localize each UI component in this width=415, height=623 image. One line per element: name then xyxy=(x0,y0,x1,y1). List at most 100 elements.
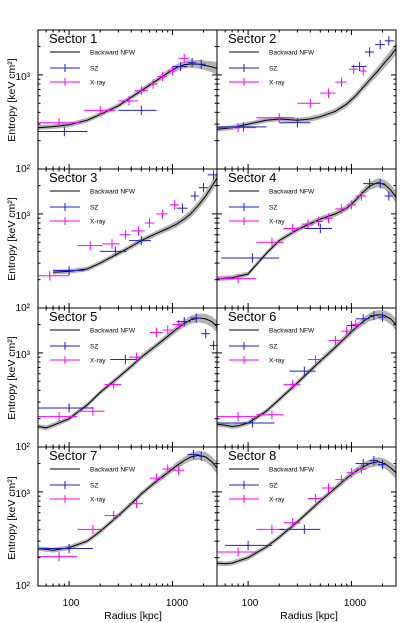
sz-point xyxy=(364,47,374,57)
xray-point xyxy=(256,410,284,420)
xray-point xyxy=(178,53,190,63)
xray-point xyxy=(256,524,284,534)
sz-point xyxy=(377,312,387,322)
xray-point xyxy=(217,123,257,133)
xray-point xyxy=(323,213,333,223)
sz-point xyxy=(187,58,197,68)
panel-frame xyxy=(216,446,397,587)
xray-point xyxy=(84,105,116,115)
sz-point xyxy=(38,403,93,413)
legend-xray-label: X-ray xyxy=(90,80,106,87)
model-line xyxy=(217,314,396,428)
xray-point xyxy=(355,464,367,474)
model-line xyxy=(217,182,396,280)
y-axis-title-row-4: Entropy [keV cm²] xyxy=(6,476,18,560)
model-line xyxy=(38,63,217,129)
model-line xyxy=(53,177,217,273)
legend-model-label: Backward NFW xyxy=(90,467,136,474)
sz-point xyxy=(201,329,210,339)
xray-point xyxy=(217,274,257,284)
xray-point xyxy=(335,204,347,214)
panel-title: Sector 3 xyxy=(49,170,97,185)
xray-point xyxy=(38,118,81,128)
xray-point xyxy=(129,352,144,362)
panel-sector-3: Sector 3 Backward NFW SZ X-ray xyxy=(37,168,218,309)
panel-title: Sector 4 xyxy=(228,170,276,185)
legend-model-label: Backward NFW xyxy=(90,189,136,196)
panel-sector-8: Sector 8 Backward NFW SZ X-ray xyxy=(216,446,397,587)
xray-point xyxy=(341,326,352,336)
xray-point xyxy=(38,552,78,562)
y-axis-title-row-2: Entropy [keV cm²] xyxy=(6,197,18,281)
sz-point xyxy=(209,340,217,351)
xray-point xyxy=(104,380,122,390)
x-axis-title-right: Radius [kpc] xyxy=(280,610,338,622)
legend-sz-label: SZ xyxy=(269,344,277,351)
xray-point xyxy=(297,98,321,108)
xray-point xyxy=(162,325,173,335)
plot-area xyxy=(38,170,217,281)
sz-point xyxy=(217,122,267,132)
y-axis-title-row-1: Entropy [keV cm²] xyxy=(6,58,18,142)
y-tick-label-100-row-1: 10² xyxy=(16,164,31,175)
xray-point xyxy=(170,200,179,210)
y-tick-label-100-row-2: 10² xyxy=(16,303,31,314)
xray-point xyxy=(256,113,295,123)
plot-area xyxy=(217,455,396,567)
legend-xray-label: X-ray xyxy=(269,219,285,226)
sz-point xyxy=(207,170,217,180)
xray-point xyxy=(102,239,120,249)
xray-point xyxy=(308,354,323,365)
sz-point xyxy=(384,191,393,201)
legend-model-label: Backward NFW xyxy=(90,50,136,57)
xray-point xyxy=(144,218,155,228)
legend-xray-label: X-ray xyxy=(269,497,285,504)
sz-point xyxy=(355,458,370,469)
sz-point xyxy=(176,203,188,213)
model-uncertainty-band xyxy=(38,313,217,431)
legend-xray-label: X-ray xyxy=(90,497,106,504)
xray-point xyxy=(256,237,284,247)
panels: Sector 1 Backward NFW SZ X-ray Sector 2 Backw… xyxy=(37,29,397,587)
y-tick-label-1000-row-2: 10³ xyxy=(16,211,31,222)
panel-sector-6: Sector 6 Backward NFW SZ X-ray xyxy=(216,307,397,448)
plot-area xyxy=(38,449,217,562)
panel-sector-7: Sector 7 Backward NFW SZ X-ray xyxy=(37,446,218,587)
sz-point xyxy=(279,118,311,128)
sz-point xyxy=(110,354,137,365)
xray-point xyxy=(308,493,323,504)
legend-sz-label: SZ xyxy=(269,483,277,490)
plot-area xyxy=(38,313,217,431)
y-tick-label-1000-row-4: 10³ xyxy=(16,489,31,500)
y-axis-title-row-3: Entropy [keV cm²] xyxy=(6,336,18,420)
xray-point xyxy=(217,412,257,422)
sz-point xyxy=(279,524,321,534)
panel-sector-1: Sector 1 Backward NFW SZ X-ray xyxy=(37,29,218,170)
model-uncertainty-band xyxy=(217,457,396,567)
panel-title: Sector 8 xyxy=(228,448,276,463)
legend-sz-label: SZ xyxy=(90,205,98,212)
y-tick-label-100-row-3: 10² xyxy=(16,442,31,453)
model-uncertainty-band xyxy=(217,42,396,132)
panel-title: Sector 6 xyxy=(228,309,276,324)
sz-point xyxy=(377,459,387,470)
panel-title: Sector 5 xyxy=(49,309,97,324)
x-tick-label-1000-right: 1000 xyxy=(344,598,367,609)
xray-point xyxy=(156,209,168,219)
panel-title: Sector 7 xyxy=(49,448,97,463)
legend-model-label: Backward NFW xyxy=(269,328,315,335)
sz-point xyxy=(225,540,272,551)
sz-point xyxy=(346,320,356,331)
xray-point xyxy=(328,336,342,346)
sz-point xyxy=(198,451,204,461)
y-tick-label-1000-row-3: 10³ xyxy=(16,350,31,361)
legend-xray-label: X-ray xyxy=(90,358,106,365)
xray-point xyxy=(359,66,367,76)
plot-area xyxy=(38,53,217,137)
model-line xyxy=(217,48,396,130)
xray-point xyxy=(162,464,173,474)
xray-point xyxy=(38,412,78,422)
xray-point xyxy=(351,319,360,330)
xray-point xyxy=(119,230,131,240)
